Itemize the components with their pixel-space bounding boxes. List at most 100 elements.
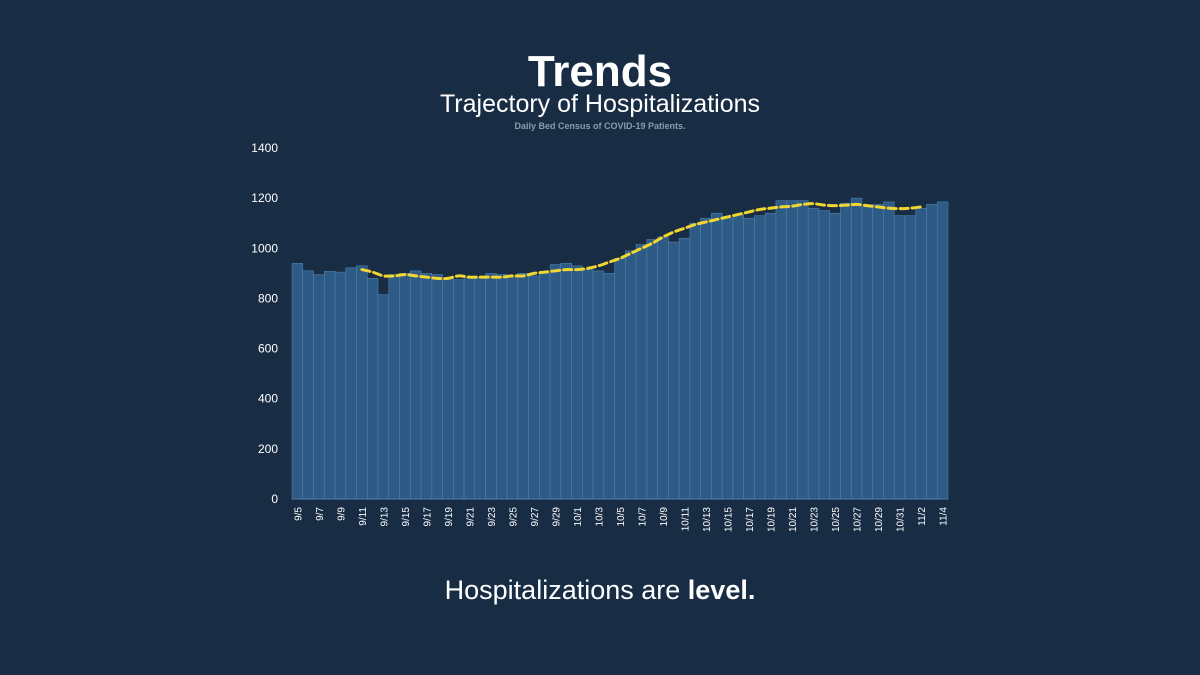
x-tick-label: 9/13 bbox=[379, 507, 390, 527]
bar bbox=[356, 265, 368, 500]
bar bbox=[786, 200, 798, 500]
x-tick-label: 10/23 bbox=[810, 507, 821, 532]
bar bbox=[850, 197, 863, 500]
bar bbox=[571, 265, 583, 500]
y-tick-label: 600 bbox=[258, 342, 278, 356]
bar bbox=[496, 274, 508, 500]
x-tick-label: 10/3 bbox=[594, 507, 605, 527]
bar bbox=[775, 200, 787, 500]
bar bbox=[442, 278, 454, 500]
bar bbox=[345, 267, 357, 500]
x-tick-label: 9/27 bbox=[530, 507, 541, 527]
bar bbox=[420, 273, 433, 500]
x-tick-label: 10/31 bbox=[896, 507, 907, 532]
x-tick-label: 10/13 bbox=[702, 507, 713, 532]
bar bbox=[560, 263, 572, 500]
x-tick-label: 10/21 bbox=[788, 507, 799, 532]
bar bbox=[936, 201, 949, 500]
x-tick-label: 9/23 bbox=[487, 507, 498, 527]
bar bbox=[313, 274, 325, 500]
trend-line bbox=[360, 202, 923, 281]
x-tick-label: 9/15 bbox=[401, 507, 412, 527]
x-tick-label: 9/7 bbox=[315, 507, 326, 521]
bar bbox=[388, 274, 400, 500]
x-tick-label: 10/15 bbox=[724, 507, 735, 532]
x-tick-label: 9/25 bbox=[508, 507, 519, 527]
x-tick-label: 9/19 bbox=[444, 507, 455, 527]
bar bbox=[818, 210, 831, 500]
bar bbox=[807, 207, 820, 500]
bar bbox=[635, 244, 648, 500]
x-tick-label: 10/19 bbox=[767, 507, 778, 532]
bar bbox=[506, 276, 519, 500]
x-tick-label: 9/29 bbox=[551, 507, 562, 527]
bar bbox=[474, 276, 486, 500]
x-tick-label: 9/5 bbox=[293, 507, 304, 521]
bar bbox=[453, 279, 465, 500]
bar bbox=[840, 202, 852, 500]
footer-text: Hospitalizations are bbox=[444, 575, 688, 605]
bar bbox=[485, 273, 497, 500]
y-tick-label: 1400 bbox=[251, 141, 278, 155]
footer-caption: Hospitalizations are level. bbox=[0, 572, 1200, 608]
bar bbox=[323, 271, 336, 500]
bar bbox=[528, 275, 540, 500]
bar bbox=[872, 204, 884, 500]
bar bbox=[463, 276, 476, 500]
x-tick-label: 10/29 bbox=[874, 507, 885, 532]
bar bbox=[721, 217, 734, 500]
y-tick-label: 0 bbox=[271, 492, 278, 506]
bar bbox=[668, 241, 680, 500]
bar bbox=[399, 273, 411, 500]
chart-subtitle: Trajectory of Hospitalizations bbox=[439, 90, 761, 118]
x-tick-label: 10/25 bbox=[831, 507, 842, 532]
bar bbox=[549, 264, 562, 500]
bar bbox=[861, 206, 874, 500]
chart-source-note: Daily Bed Census of COVID-19 Patients. bbox=[514, 121, 686, 131]
bar bbox=[603, 273, 615, 500]
x-tick-label: 10/7 bbox=[638, 507, 649, 527]
bar bbox=[743, 217, 755, 500]
bar bbox=[431, 274, 443, 500]
bar bbox=[302, 270, 314, 500]
bar bbox=[754, 215, 766, 500]
bar bbox=[797, 200, 809, 500]
bar bbox=[711, 212, 723, 500]
y-tick-label: 1200 bbox=[251, 191, 278, 205]
x-tick-label: 9/11 bbox=[358, 507, 369, 526]
bar bbox=[915, 207, 927, 500]
bar bbox=[883, 201, 895, 500]
x-tick-label: 11/2 bbox=[917, 507, 928, 526]
bar bbox=[625, 250, 637, 500]
y-tick-label: 400 bbox=[258, 392, 278, 406]
page-title: Trends bbox=[527, 47, 673, 96]
x-tick-label: 10/9 bbox=[659, 507, 670, 527]
x-tick-label: 10/1 bbox=[573, 507, 584, 527]
bar bbox=[334, 271, 347, 500]
x-tick-label: 9/9 bbox=[336, 507, 347, 521]
bar bbox=[904, 215, 917, 500]
y-tick-label: 800 bbox=[258, 291, 278, 305]
bar bbox=[614, 258, 626, 500]
x-tick-label: 10/5 bbox=[616, 507, 627, 527]
bar bbox=[689, 222, 701, 500]
bar bbox=[582, 269, 594, 500]
bar bbox=[409, 270, 422, 500]
bar bbox=[291, 263, 304, 500]
bar bbox=[926, 204, 938, 500]
bar bbox=[592, 270, 605, 500]
x-tick-label: 9/21 bbox=[465, 507, 476, 527]
bar bbox=[764, 212, 777, 500]
y-tick-label: 1000 bbox=[251, 241, 278, 255]
bar bbox=[893, 215, 906, 500]
bar bbox=[377, 294, 390, 500]
bar bbox=[732, 214, 744, 500]
bar bbox=[366, 278, 379, 500]
x-tick-label: 10/11 bbox=[681, 507, 692, 532]
bar bbox=[700, 217, 712, 500]
x-tick-label: 9/17 bbox=[422, 507, 433, 527]
x-tick-label: 10/17 bbox=[745, 507, 756, 532]
bar bbox=[646, 239, 658, 500]
x-tick-label: 11/4 bbox=[939, 507, 950, 526]
